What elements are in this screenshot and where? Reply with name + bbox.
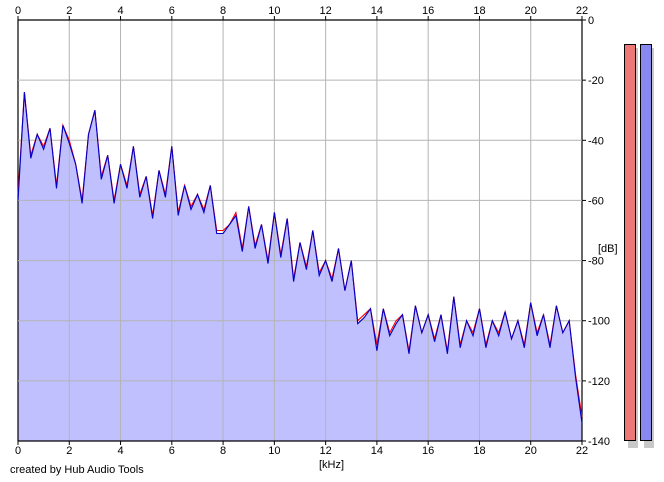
x-tick-label-bottom: 12 xyxy=(320,445,332,457)
x-tick-label-top: 16 xyxy=(422,5,434,17)
x-tick-label-bottom: 14 xyxy=(371,445,383,457)
x-tick-label-bottom: 6 xyxy=(169,445,175,457)
x-tick-label-top: 0 xyxy=(15,5,21,17)
x-tick-label-top: 6 xyxy=(169,5,175,17)
x-tick-label-bottom: 18 xyxy=(473,445,485,457)
spectrum-fill-layer xyxy=(18,92,582,441)
x-tick-label-top: 4 xyxy=(117,5,123,17)
y-tick-label: -80 xyxy=(588,256,604,268)
level-meter-right xyxy=(640,44,652,441)
x-tick-label-bottom: 22 xyxy=(576,445,588,457)
x-ticks-bottom: 0 2 4 6 8 10 12 14 16 18 20 22 xyxy=(15,441,588,457)
spectrum-chart: 0 2 4 6 8 10 12 14 16 18 20 22 0 2 4 6 8 10 12 14 16 18 20 22 … xyxy=(15,5,618,471)
y-tick-label: -100 xyxy=(588,316,610,328)
y-tick-label: -40 xyxy=(588,135,604,147)
x-tick-label-top: 10 xyxy=(268,5,280,17)
grid-layer xyxy=(17,19,583,442)
y-tick-label: -120 xyxy=(588,376,610,388)
x-axis-label: [kHz] xyxy=(319,459,344,471)
x-tick-label-bottom: 20 xyxy=(525,445,537,457)
credit-text: created by Hub Audio Tools xyxy=(10,464,144,476)
x-tick-label-bottom: 10 xyxy=(268,445,280,457)
x-tick-label-top: 8 xyxy=(220,5,226,17)
x-tick-label-bottom: 8 xyxy=(220,445,226,457)
y-axis-label: [dB] xyxy=(598,243,618,255)
y-tick-label: 0 xyxy=(588,15,594,27)
x-tick-label-top: 14 xyxy=(371,5,383,17)
level-meter-left xyxy=(624,44,636,441)
series-line-blue xyxy=(17,92,583,424)
x-tick-label-bottom: 16 xyxy=(422,445,434,457)
x-tick-label-top: 22 xyxy=(576,5,588,17)
x-ticks-top: 0 2 4 6 8 10 12 14 16 18 20 22 xyxy=(15,5,588,20)
x-tick-label-top: 12 xyxy=(320,5,332,17)
x-tick-label-top: 18 xyxy=(473,5,485,17)
x-tick-label-bottom: 2 xyxy=(66,445,72,457)
x-tick-label-bottom: 4 xyxy=(117,445,123,457)
series-layer xyxy=(17,92,583,424)
y-tick-label: -20 xyxy=(588,75,604,87)
x-tick-label-top: 2 xyxy=(66,5,72,17)
y-ticks-right: 0 -20 -40 -60 -80 -100 -120 -140 xyxy=(582,15,610,448)
x-tick-label-top: 20 xyxy=(525,5,537,17)
x-tick-label-bottom: 0 xyxy=(15,445,21,457)
spectrum-area xyxy=(18,92,582,441)
y-tick-label: -140 xyxy=(588,436,610,448)
y-tick-label: -60 xyxy=(588,195,604,207)
